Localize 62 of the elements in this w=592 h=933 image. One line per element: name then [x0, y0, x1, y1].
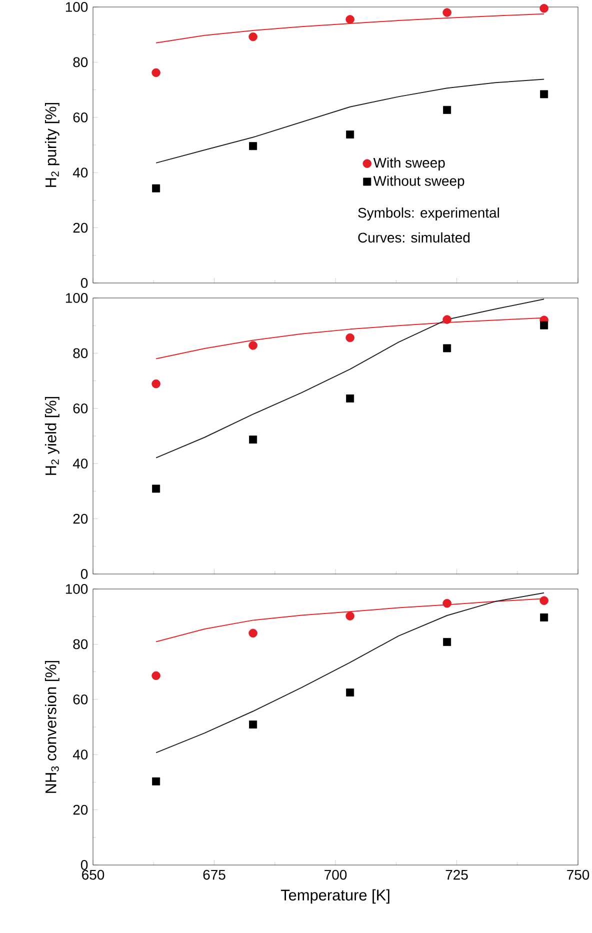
- y-tick-label: 60: [73, 112, 88, 122]
- y-tick-label: 0: [80, 569, 88, 579]
- y-tick-label: 20: [73, 804, 88, 815]
- point: [443, 638, 452, 646]
- point: [540, 4, 548, 13]
- annotation: Curves: simulated: [358, 232, 470, 243]
- y-axis-title: H$_{2}$ yield [%]: [44, 396, 60, 475]
- y-tick-label: 80: [73, 348, 88, 358]
- y-tick-label: 100: [66, 584, 88, 594]
- y-tick-label: 0: [80, 278, 88, 288]
- point: [540, 613, 548, 622]
- x-tick-label: 750: [567, 870, 590, 880]
- point: [152, 777, 160, 786]
- point: [248, 628, 258, 638]
- x-axis-title: Temperature [K]: [280, 889, 390, 904]
- y-tick-label: 20: [73, 222, 88, 233]
- point: [249, 142, 258, 150]
- point: [540, 90, 548, 98]
- y-tick-label: 100: [66, 2, 88, 12]
- annotation: Symbols: experimental: [358, 207, 499, 220]
- y-tick-label: 60: [73, 403, 88, 414]
- y-axis-title: NH$_{3}$ conversion [%]: [44, 660, 60, 793]
- y-tick-label: 20: [73, 514, 88, 524]
- point: [346, 15, 354, 24]
- point: [443, 344, 452, 352]
- point: [442, 598, 452, 608]
- point: [152, 671, 160, 680]
- x-tick-label: 650: [82, 870, 104, 880]
- point: [249, 436, 258, 444]
- y-tick-label: 0: [80, 860, 88, 870]
- y-tick-label: 80: [73, 639, 88, 650]
- point: [152, 68, 160, 78]
- point: [346, 333, 354, 342]
- point: [152, 379, 160, 388]
- legend-label: With sweep: [373, 157, 445, 170]
- y-tick-label: 40: [72, 750, 88, 760]
- point: [248, 32, 258, 42]
- point: [248, 341, 258, 350]
- line-series: [156, 592, 545, 754]
- y-tick-label: 100: [66, 293, 88, 303]
- x-tick-label: 675: [203, 870, 226, 880]
- point: [443, 106, 452, 114]
- point: [249, 720, 258, 728]
- x-tick-label: 700: [324, 870, 347, 880]
- point: [346, 688, 354, 696]
- y-tick-label: 60: [73, 694, 88, 704]
- x-tick-label: 725: [446, 870, 468, 880]
- point: [346, 394, 354, 402]
- point: [442, 315, 452, 324]
- y-tick-label: 40: [72, 168, 88, 178]
- y-axis-title: H$_{2}$ purity [%]: [44, 102, 60, 187]
- point: [152, 184, 160, 192]
- y-tick-label: 40: [72, 458, 88, 469]
- point: [442, 8, 452, 17]
- line-series: [156, 298, 545, 458]
- point: [540, 321, 548, 330]
- point: [540, 596, 548, 605]
- legend-label: Without sweep: [373, 176, 464, 189]
- point: [346, 612, 354, 620]
- point: [346, 130, 354, 138]
- y-tick-label: 80: [73, 57, 88, 68]
- point: [152, 484, 160, 493]
